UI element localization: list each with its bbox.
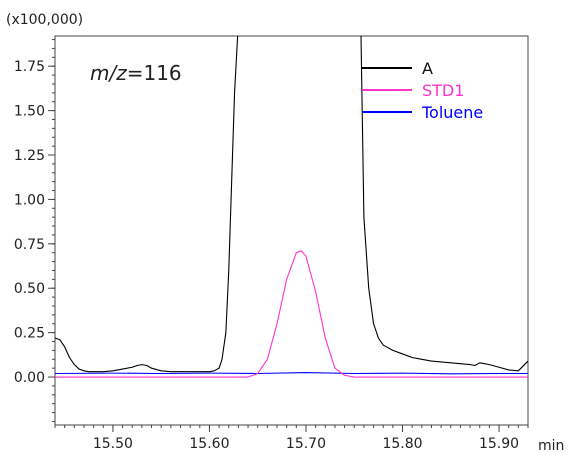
legend-label-a: A	[422, 59, 433, 78]
y-tick-label: 1.00	[14, 192, 45, 208]
legend-label-std1: STD1	[422, 81, 464, 100]
y-tick-label: 1.50	[14, 104, 45, 120]
y-tick-label: 0.75	[14, 237, 45, 253]
x-tick-label: 15.50	[93, 436, 133, 452]
x-tick-label: 15.70	[286, 436, 326, 452]
series-line-std1	[55, 250, 528, 378]
y-tick-label: 1.25	[14, 148, 45, 164]
y-tick-label: 1.75	[14, 59, 45, 75]
y-multiplier-label: (x100,000)	[6, 12, 83, 28]
legend-label-toluene: Toluene	[421, 103, 483, 122]
series-layer	[55, 36, 528, 378]
y-axis: 0.00 0.25 0.50 0.75 1.00 1.25 1.50 1.75	[14, 39, 55, 422]
series-line-toluene	[55, 372, 528, 375]
y-tick-label: 0.50	[14, 281, 45, 297]
x-axis: 15.50 15.60 15.70 15.80 15.90	[54, 425, 529, 452]
x-tick-label: 15.90	[479, 436, 519, 452]
mz-annotation: m/z=116	[90, 61, 182, 85]
x-tick-label: 15.60	[189, 436, 229, 452]
plot-frame	[54, 35, 529, 426]
x-tick-label: 15.80	[382, 436, 422, 452]
legend: A STD1 Toluene	[362, 59, 483, 122]
mz-value: =116	[127, 61, 182, 85]
y-tick-label: 0.25	[14, 326, 45, 342]
mz-prefix: m/z	[90, 61, 127, 85]
y-tick-label: 0.00	[14, 370, 45, 386]
x-unit-label: min	[538, 438, 564, 454]
series-line-a	[55, 36, 528, 373]
